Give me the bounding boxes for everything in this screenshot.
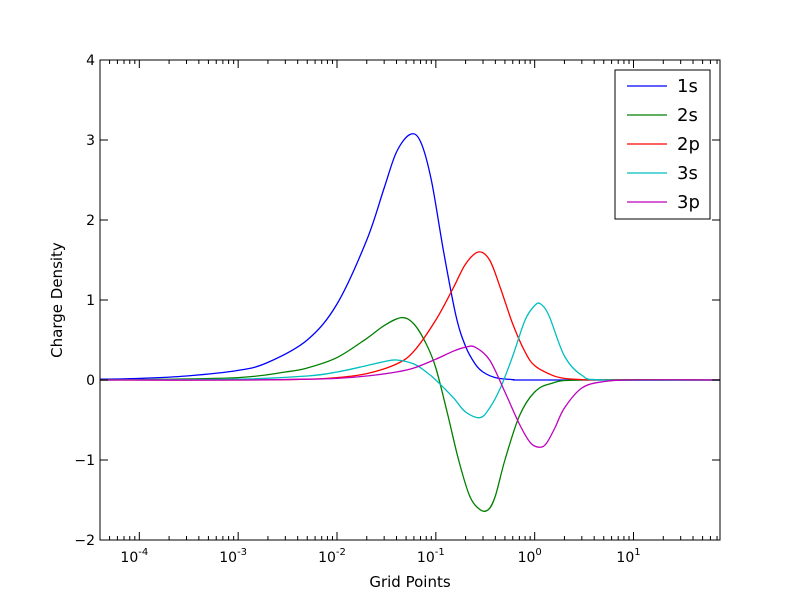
- x-tick-label: 100: [518, 547, 542, 566]
- legend-label-1s: 1s: [677, 76, 698, 97]
- y-tick-label: −2: [74, 533, 95, 549]
- series-line-2p: [100, 251, 720, 381]
- y-tick-label: 1: [86, 293, 95, 309]
- legend: 1s 2s 2p 3s 3p: [614, 69, 711, 220]
- y-tick-label: 4: [86, 53, 95, 69]
- series-layer: [100, 133, 720, 512]
- series-line-2s: [100, 316, 720, 512]
- y-tick-label: 2: [86, 213, 95, 229]
- x-axis-label: Grid Points: [369, 573, 450, 591]
- x-tick-label: 101: [616, 547, 640, 566]
- legend-label-3p: 3p: [677, 192, 700, 213]
- series-line-1s: [100, 133, 720, 381]
- series-line-3s: [100, 302, 720, 419]
- tick-labels: −2 −1 0 1 2 3 4 10-4 10-3 10-2 10-1 100 101: [74, 53, 640, 566]
- y-tick-label: 0: [86, 373, 95, 389]
- legend-label-2p: 2p: [677, 134, 700, 155]
- axes-frame: [99, 59, 721, 541]
- x-tick-label: 10-3: [219, 547, 247, 566]
- legend-label-3s: 3s: [677, 163, 698, 184]
- x-tick-label: 10-2: [318, 547, 346, 566]
- y-tick-label: −1: [74, 453, 95, 469]
- plot-area: [99, 59, 721, 541]
- series-line-3p: [100, 345, 720, 448]
- y-tick-label: 3: [86, 133, 95, 149]
- y-axis-label: Charge Density: [48, 242, 66, 358]
- legend-label-2s: 2s: [677, 105, 698, 126]
- x-tick-label: 10-4: [120, 547, 148, 566]
- x-tick-label: 10-1: [417, 547, 445, 566]
- ticks-layer: [99, 59, 720, 541]
